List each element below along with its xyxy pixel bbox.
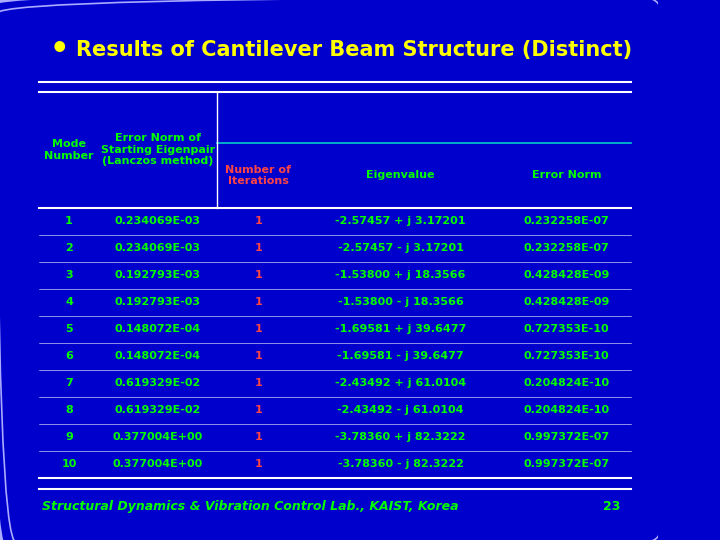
Text: 23: 23 — [603, 500, 621, 513]
Text: -3.78360 - j 82.3222: -3.78360 - j 82.3222 — [338, 460, 464, 469]
Text: -2.43492 + j 61.0104: -2.43492 + j 61.0104 — [335, 379, 466, 388]
Text: 0.727353E-10: 0.727353E-10 — [523, 352, 609, 361]
Text: 1: 1 — [255, 460, 262, 469]
Text: 1: 1 — [66, 217, 73, 226]
Text: 0.428428E-09: 0.428428E-09 — [523, 271, 609, 280]
Text: Number of
Iterations: Number of Iterations — [225, 165, 292, 186]
Text: Error Norm of
Starting Eigenpair
(Lanczos method): Error Norm of Starting Eigenpair (Lanczo… — [101, 133, 215, 166]
Text: 0.428428E-09: 0.428428E-09 — [523, 298, 609, 307]
Text: -1.53800 + j 18.3566: -1.53800 + j 18.3566 — [336, 271, 466, 280]
Text: 3: 3 — [66, 271, 73, 280]
Text: 0.232258E-07: 0.232258E-07 — [523, 244, 609, 253]
Text: -3.78360 + j 82.3222: -3.78360 + j 82.3222 — [336, 433, 466, 442]
Text: 0.377004E+00: 0.377004E+00 — [113, 460, 203, 469]
Text: 1: 1 — [255, 244, 262, 253]
Text: 0.997372E-07: 0.997372E-07 — [523, 460, 609, 469]
Text: -2.57457 - j 3.17201: -2.57457 - j 3.17201 — [338, 244, 464, 253]
Text: 0.234069E-03: 0.234069E-03 — [115, 217, 201, 226]
Text: Results of Cantilever Beam Structure (Distinct): Results of Cantilever Beam Structure (Di… — [76, 39, 631, 60]
Text: 6: 6 — [65, 352, 73, 361]
Text: 1: 1 — [255, 217, 262, 226]
Text: 10: 10 — [61, 460, 77, 469]
Text: 0.727353E-10: 0.727353E-10 — [523, 325, 609, 334]
Text: 2: 2 — [66, 244, 73, 253]
Text: 0.192793E-03: 0.192793E-03 — [115, 271, 201, 280]
Text: 1: 1 — [255, 298, 262, 307]
Text: 0.204824E-10: 0.204824E-10 — [523, 379, 609, 388]
Text: 1: 1 — [255, 433, 262, 442]
Text: 0.619329E-02: 0.619329E-02 — [114, 406, 201, 415]
Text: Error Norm: Error Norm — [531, 171, 601, 180]
Text: 0.619329E-02: 0.619329E-02 — [114, 379, 201, 388]
Text: 0.234069E-03: 0.234069E-03 — [115, 244, 201, 253]
Text: 9: 9 — [65, 433, 73, 442]
Text: 0.997372E-07: 0.997372E-07 — [523, 433, 609, 442]
Text: -1.69581 - j 39.6477: -1.69581 - j 39.6477 — [337, 352, 464, 361]
Text: -1.53800 - j 18.3566: -1.53800 - j 18.3566 — [338, 298, 464, 307]
Text: 5: 5 — [66, 325, 73, 334]
Text: Eigenvalue: Eigenvalue — [366, 171, 435, 180]
Text: -2.43492 - j 61.0104: -2.43492 - j 61.0104 — [337, 406, 464, 415]
Text: -2.57457 + j 3.17201: -2.57457 + j 3.17201 — [336, 217, 466, 226]
Text: 1: 1 — [255, 271, 262, 280]
Text: Structural Dynamics & Vibration Control Lab., KAIST, Korea: Structural Dynamics & Vibration Control … — [42, 500, 458, 513]
Text: 0.148072E-04: 0.148072E-04 — [114, 325, 201, 334]
Text: 1: 1 — [255, 352, 262, 361]
Text: 0.232258E-07: 0.232258E-07 — [523, 217, 609, 226]
Text: 4: 4 — [65, 298, 73, 307]
Text: 1: 1 — [255, 325, 262, 334]
Text: 0.377004E+00: 0.377004E+00 — [113, 433, 203, 442]
Text: 8: 8 — [66, 406, 73, 415]
Text: 0.148072E-04: 0.148072E-04 — [114, 352, 201, 361]
Text: •: • — [50, 35, 69, 64]
Text: 7: 7 — [66, 379, 73, 388]
Text: Mode
Number: Mode Number — [45, 139, 94, 161]
Text: -1.69581 + j 39.6477: -1.69581 + j 39.6477 — [335, 325, 466, 334]
Text: 1: 1 — [255, 406, 262, 415]
Text: 0.192793E-03: 0.192793E-03 — [115, 298, 201, 307]
Text: 0.204824E-10: 0.204824E-10 — [523, 406, 609, 415]
Text: 1: 1 — [255, 379, 262, 388]
